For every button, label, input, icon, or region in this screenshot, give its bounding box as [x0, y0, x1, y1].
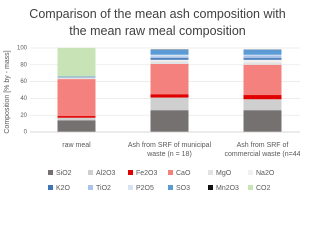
- chart-title: Comparison of the mean ash composition w…: [29, 7, 286, 38]
- bar-segment: [57, 120, 96, 132]
- legend-swatch: [88, 185, 93, 190]
- bar-segment: [150, 97, 189, 111]
- bar-segment: [243, 110, 282, 132]
- legend-swatch: [88, 170, 93, 175]
- y-axis-label: Composition [% by - mass]: [4, 50, 11, 133]
- bar-segment: [243, 95, 282, 100]
- legend-label: Mn2O3: [216, 185, 239, 192]
- bar-segment: [150, 110, 189, 132]
- bar-segment: [57, 47, 96, 77]
- legend-label: Al2O3: [96, 170, 116, 177]
- bar-segment: [243, 62, 282, 65]
- y-tick-label: 100: [17, 46, 28, 52]
- legend-label: MgO: [216, 170, 232, 177]
- legend-swatch: [248, 170, 253, 175]
- legend-swatch: [48, 185, 53, 190]
- x-tick-label: Ash from SRF of commercial waste (n=44: [224, 142, 300, 158]
- bar-segment: [150, 94, 189, 98]
- bar-segment: [57, 117, 96, 121]
- legend-swatch: [128, 185, 133, 190]
- bar-segment: [243, 54, 282, 56]
- legend-label: P2O5: [136, 185, 154, 192]
- y-tick-label: 40: [20, 96, 27, 102]
- bar-segment: [57, 79, 96, 117]
- legend-swatch: [208, 185, 213, 190]
- legend-swatch: [168, 170, 173, 175]
- legend-label: Na2O: [256, 170, 275, 177]
- legend-swatch: [248, 185, 253, 190]
- bar-segment: [243, 59, 282, 63]
- bar-segment: [150, 63, 189, 95]
- legend-label: K2O: [56, 185, 71, 192]
- bar-segment: [150, 61, 189, 64]
- legend-label: CO2: [256, 185, 271, 192]
- bar-segment: [57, 116, 96, 118]
- y-tick-label: 80: [20, 62, 27, 68]
- bar-segment: [243, 58, 282, 60]
- chart: Composition [% by - mass] 0 20 40 60 80 100 Si…: [3, 7, 300, 192]
- legend-label: TiO2: [96, 185, 111, 192]
- legend-label: SiO2: [56, 170, 72, 177]
- y-tick-label: 0: [24, 130, 28, 136]
- legend-label: Fe2O3: [136, 170, 158, 177]
- legend-swatch: [128, 170, 133, 175]
- x-tick-label: Ash from SRF of municipal waste (n = 18): [127, 142, 212, 158]
- bar-segment: [150, 49, 189, 55]
- bar-segment: [243, 64, 282, 96]
- bar-segment: [243, 99, 282, 111]
- legend-label: CaO: [176, 170, 191, 177]
- bar-segment: [243, 49, 282, 55]
- legend-swatch: [48, 170, 53, 175]
- legend-swatch: [208, 170, 213, 175]
- y-tick-label: 60: [20, 79, 27, 85]
- y-tick-label: 20: [20, 113, 27, 119]
- x-tick-label: raw meal: [62, 142, 91, 149]
- bar-segment: [57, 77, 96, 80]
- legend-label: SO3: [176, 185, 190, 192]
- bar-segment: [243, 55, 282, 59]
- chart-svg: Composition [% by - mass] 0 20 40 60 80 100 Si…: [4, 46, 300, 192]
- bar-segment: [150, 54, 189, 57]
- bar-segment: [150, 56, 189, 59]
- bar-segment: [150, 59, 189, 62]
- bar-segment: [150, 58, 189, 60]
- legend-swatch: [168, 185, 173, 190]
